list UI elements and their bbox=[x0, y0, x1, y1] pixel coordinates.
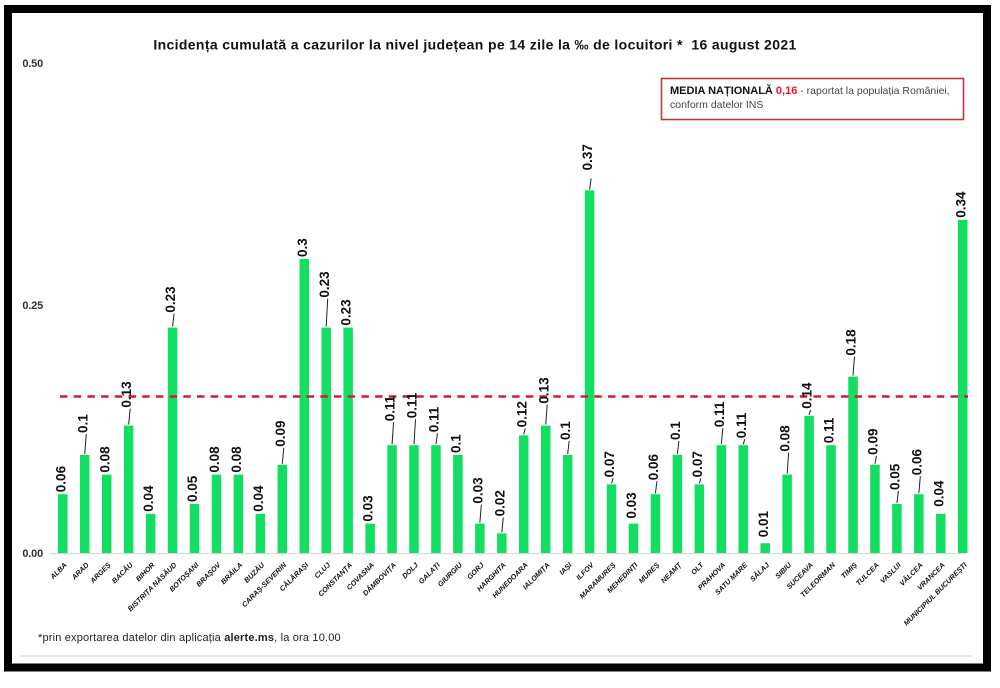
svg-text:0.00: 0.00 bbox=[22, 548, 43, 560]
svg-text:*prin exportarea datelor din a: *prin exportarea datelor din aplicația a… bbox=[38, 632, 341, 644]
svg-text:0.11: 0.11 bbox=[427, 406, 442, 432]
svg-text:0.23: 0.23 bbox=[317, 271, 332, 298]
svg-text:0.08: 0.08 bbox=[97, 446, 112, 473]
svg-text:0.13: 0.13 bbox=[536, 377, 551, 404]
svg-text:0.08: 0.08 bbox=[229, 446, 244, 473]
svg-text:0.1: 0.1 bbox=[75, 414, 90, 433]
svg-text:0.11: 0.11 bbox=[822, 417, 837, 443]
svg-text:0.18: 0.18 bbox=[844, 329, 859, 356]
svg-text:0.03: 0.03 bbox=[361, 495, 376, 522]
svg-text:0.14: 0.14 bbox=[800, 382, 815, 409]
svg-text:0.34: 0.34 bbox=[953, 191, 968, 218]
svg-text:0.05: 0.05 bbox=[888, 463, 903, 490]
svg-text:0.08: 0.08 bbox=[778, 425, 793, 452]
svg-text:0.04: 0.04 bbox=[141, 485, 156, 512]
svg-text:0.1: 0.1 bbox=[668, 421, 683, 440]
svg-text:0.06: 0.06 bbox=[53, 465, 68, 492]
svg-text:0.23: 0.23 bbox=[163, 286, 178, 313]
svg-text:0.11: 0.11 bbox=[405, 392, 420, 418]
svg-text:0.1: 0.1 bbox=[449, 434, 464, 453]
svg-text:0.3: 0.3 bbox=[295, 238, 310, 257]
svg-text:0.1: 0.1 bbox=[558, 421, 573, 440]
svg-text:0.23: 0.23 bbox=[339, 299, 354, 326]
svg-text:0.05: 0.05 bbox=[185, 475, 200, 502]
svg-text:0.13: 0.13 bbox=[119, 381, 134, 408]
svg-text:0.07: 0.07 bbox=[690, 451, 705, 477]
svg-text:0.09: 0.09 bbox=[273, 421, 288, 447]
svg-text:0.25: 0.25 bbox=[22, 300, 43, 312]
svg-text:0.03: 0.03 bbox=[624, 492, 639, 519]
svg-text:0.11: 0.11 bbox=[734, 412, 749, 438]
svg-text:MEDIA NAȚIONALĂ 0,16 - raporta: MEDIA NAȚIONALĂ 0,16 - raportat la popul… bbox=[670, 84, 950, 97]
svg-text:0.06: 0.06 bbox=[646, 453, 661, 480]
svg-text:0.07: 0.07 bbox=[602, 451, 617, 477]
svg-text:0.37: 0.37 bbox=[580, 144, 595, 170]
svg-text:0.11: 0.11 bbox=[383, 395, 398, 421]
svg-text:0.06: 0.06 bbox=[909, 448, 924, 475]
svg-text:0.01: 0.01 bbox=[756, 510, 771, 537]
svg-text:0.11: 0.11 bbox=[712, 401, 727, 427]
svg-text:0.12: 0.12 bbox=[514, 401, 529, 427]
svg-text:0.02: 0.02 bbox=[492, 490, 507, 516]
svg-text:0.04: 0.04 bbox=[931, 480, 946, 507]
svg-text:0.08: 0.08 bbox=[207, 446, 222, 473]
svg-text:0.50: 0.50 bbox=[22, 58, 43, 70]
svg-text:conform datelor INS: conform datelor INS bbox=[670, 99, 763, 111]
svg-text:0.09: 0.09 bbox=[866, 429, 881, 455]
svg-text:Incidența cumulată a cazurilor: Incidența cumulată a cazurilor la nivel … bbox=[153, 37, 796, 53]
svg-text:0.04: 0.04 bbox=[251, 485, 266, 512]
svg-text:0.03: 0.03 bbox=[470, 477, 485, 504]
